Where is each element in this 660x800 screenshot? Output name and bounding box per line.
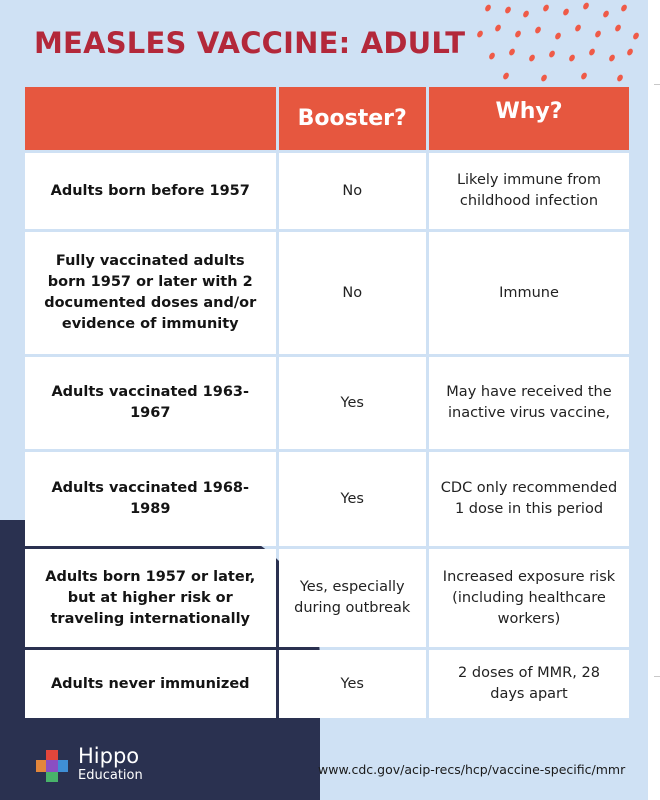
table-row: Fully vaccinated adults born 1957 or lat…: [25, 232, 629, 354]
hippo-cross-logo-icon: [36, 750, 68, 782]
table-row: Adults vaccinated 1968-1989 Yes CDC only…: [25, 452, 629, 546]
table-row: Adults vaccinated 1963-1967 Yes May have…: [25, 357, 629, 449]
cell-why: May have received the inactive virus vac…: [428, 357, 629, 449]
header-why: Why?: [428, 87, 629, 150]
cell-booster: Yes: [278, 452, 426, 546]
table-header-row: Booster? Why?: [25, 87, 629, 150]
cell-why: Immune: [428, 232, 629, 354]
cell-why: 2 doses of MMR, 28 days apart: [428, 650, 629, 718]
cell-booster: Yes: [278, 650, 426, 718]
brand-block: Hippo Education: [78, 744, 143, 784]
table-row: Adults never immunized Yes 2 doses of MM…: [25, 650, 629, 718]
cell-why: Likely immune from childhood infection: [428, 153, 629, 229]
brand-subtitle: Education: [78, 768, 143, 783]
cell-why: Increased exposure risk (including healt…: [428, 549, 629, 647]
table-row: Adults born 1957 or later, but at higher…: [25, 549, 629, 647]
brand-name: Hippo: [78, 744, 140, 768]
cell-group: Adults born before 1957: [25, 153, 276, 229]
header-booster: Booster?: [278, 87, 426, 150]
vaccine-table: Booster? Why? Adults born before 1957 No…: [22, 84, 632, 721]
cell-group: Adults vaccinated 1968-1989: [25, 452, 276, 546]
page-title: MEASLES VACCINE: ADULT: [34, 26, 466, 60]
source-url: www.cdc.gov/acip-recs/hcp/vaccine-specif…: [318, 762, 626, 777]
cell-booster: No: [278, 153, 426, 229]
table-row: Adults born before 1957 No Likely immune…: [25, 153, 629, 229]
page-edge: [648, 0, 660, 800]
cell-booster: Yes: [278, 357, 426, 449]
header-empty: [25, 87, 276, 150]
cell-group: Adults vaccinated 1963-1967: [25, 357, 276, 449]
cell-group: Fully vaccinated adults born 1957 or lat…: [25, 232, 276, 354]
cell-group: Adults born 1957 or later, but at higher…: [25, 549, 276, 647]
cell-group: Adults never immunized: [25, 650, 276, 718]
cell-why: CDC only recommended 1 dose in this peri…: [428, 452, 629, 546]
cell-booster: Yes, especially during outbreak: [278, 549, 426, 647]
dot-pattern-decoration: [477, 2, 639, 82]
cell-booster: No: [278, 232, 426, 354]
